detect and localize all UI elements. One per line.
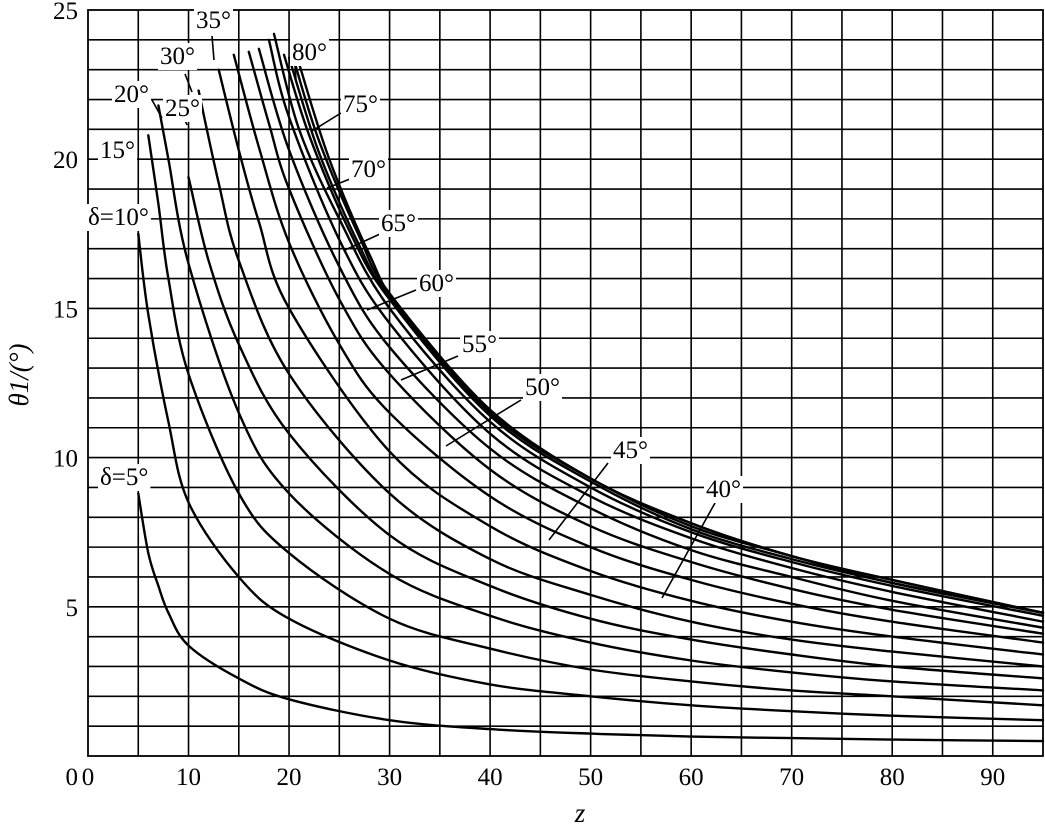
series-label-8: 45° [613, 437, 648, 464]
leader-line-7 [661, 502, 716, 599]
leader-line-13 [326, 178, 351, 189]
series-line-4 [187, 175, 1045, 680]
leaders [151, 35, 716, 599]
series-label-bg-0 [98, 464, 151, 491]
plot-frame [87, 9, 1044, 757]
series-line-10 [267, 38, 1045, 623]
leader-line-6 [211, 35, 215, 61]
series-label-bg-14 [341, 91, 380, 118]
series-label-bg-6 [194, 7, 233, 34]
x-tick-label: 10 [176, 764, 201, 791]
series-label-bg-3 [112, 81, 151, 108]
leader-line-3 [151, 99, 163, 119]
series-label-bg-1 [86, 204, 151, 231]
series-line-0 [137, 492, 1045, 743]
series-label-bg-15 [290, 39, 329, 66]
tick-labels: 0 10 20 30 40 50 60 70 80 90 5 10 15 20 25 0 [53, 0, 1005, 791]
series-label-10: 55° [462, 331, 497, 358]
series-label-bg-10 [460, 331, 499, 358]
grid [87, 9, 1044, 757]
series-label-7: 40° [706, 476, 741, 503]
series-label-0: δ=5° [100, 464, 148, 491]
y-tick-label: 25 [53, 0, 78, 25]
y-tick-label: 15 [53, 296, 78, 323]
x-axis-label: z [574, 798, 586, 828]
leader-line-9 [445, 399, 522, 447]
series-label-bg-5 [158, 43, 197, 70]
x-tick-label: 80 [880, 764, 905, 791]
series-label-14: 75° [343, 91, 378, 118]
series-label-11: 60° [419, 270, 454, 297]
series-line-7 [232, 53, 1045, 644]
series-label-2: 15° [100, 137, 135, 164]
series-label-bg-13 [349, 156, 388, 183]
series-label-15: 80° [292, 39, 327, 66]
x-tick-label: 0 [82, 764, 95, 791]
series-label-bg-4 [163, 95, 202, 122]
series-label-12: 65° [381, 210, 416, 237]
y-tick-label: 5 [66, 595, 79, 622]
series-line-15 [297, 62, 1045, 614]
y-tick-label: 20 [53, 147, 78, 174]
series-line-6 [217, 68, 1045, 656]
series-label-bg-7 [704, 476, 743, 503]
leader-line-14 [311, 112, 342, 132]
x-tick-label: 40 [478, 764, 503, 791]
series-label-5: 30° [160, 43, 195, 70]
series-label-6: 35° [196, 7, 231, 34]
x-tick-label: 70 [779, 764, 804, 791]
series-label-bg-8 [611, 437, 650, 464]
leader-line-8 [548, 462, 609, 541]
series-line-3 [157, 104, 1045, 692]
curves [137, 32, 1045, 743]
series-label-13: 70° [351, 156, 386, 183]
series-line-2 [147, 134, 1045, 707]
leader-line-10 [400, 355, 459, 381]
leader-line-11 [366, 289, 417, 311]
x-tick-label: 60 [679, 764, 704, 791]
x-tick-label: 50 [578, 764, 603, 791]
series-line-9 [257, 47, 1045, 629]
x-tick-label: 30 [377, 764, 402, 791]
leader-line-12 [344, 233, 381, 251]
x-tick-label: 90 [980, 764, 1005, 791]
series-line-11 [272, 32, 1045, 617]
series-label-9: 50° [525, 374, 560, 401]
series-line-5 [197, 89, 1045, 668]
series-label-1: δ=10° [88, 204, 149, 231]
y-axis-label: θ1/(°) [4, 343, 34, 406]
labels: δ=5° δ=10° 15° 20° 25° 30°35° 40° 45° 50° 55° 60° 6… [86, 7, 743, 503]
series-line-1 [137, 232, 1045, 722]
series-label-4: 25° [165, 95, 200, 122]
series-label-3: 20° [114, 81, 149, 108]
series-label-bg-12 [379, 210, 418, 237]
series-line-8 [247, 50, 1045, 635]
leader-line-5 [184, 73, 193, 93]
series-label-bg-2 [98, 137, 137, 164]
series-label-bg-11 [417, 270, 456, 297]
series-label-bg-9 [523, 374, 562, 401]
leader-line-15 [294, 65, 297, 80]
y-tick-label: 10 [53, 446, 78, 473]
y-tick-label: 0 [66, 764, 79, 791]
x-tick-label: 20 [277, 764, 302, 791]
